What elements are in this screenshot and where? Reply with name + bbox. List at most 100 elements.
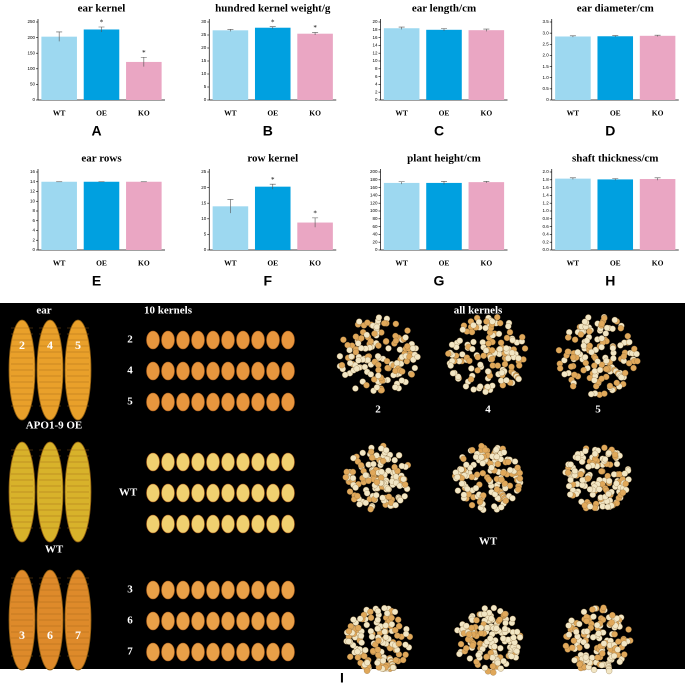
chart-title: row kernel [247,153,298,165]
kernel [266,392,280,412]
pile-kernel [611,652,618,660]
y-tick-label: 180 [370,177,378,182]
pile-label: 2 [375,404,381,416]
kernel [251,580,265,600]
pile-kernel [503,377,510,384]
pile-kernel [496,345,503,353]
kernel [251,361,265,381]
pile-kernel [619,489,627,496]
pile-kernel [388,614,395,622]
error-bar [612,178,619,181]
pile-kernel [630,364,637,372]
y-tick-label: 20 [201,185,207,190]
pile-kernel [503,334,511,342]
y-tick-label: 20 [372,239,378,244]
bar [83,29,120,101]
y-tick-label: 20 [201,45,207,50]
pile-kernel [516,362,523,369]
pile-kernel [598,468,605,475]
pile-kernel [375,651,382,659]
kernel [221,642,235,662]
pile-kernel [594,654,601,661]
pile-kernel [584,475,592,482]
y-tick-label: 2.5 [542,41,549,46]
y-tick-label: 3.0 [542,30,549,35]
y-tick-label: 1.8 [542,177,549,182]
error-bar [312,217,319,228]
bar [254,27,291,100]
row-label: 5 [127,396,133,408]
panel-label: G [434,273,445,289]
pile-kernel [392,501,399,509]
x-tick-label: KO [652,259,664,268]
bar [383,28,420,101]
kernel [161,642,175,662]
kernel [191,392,205,412]
kernel [146,452,160,472]
pile-kernel [477,383,484,390]
error-bar [441,28,447,31]
pile-kernel [357,615,364,622]
pile-kernel [586,342,593,349]
chart-title: plant height/cm [407,153,481,165]
y-tick-label: 0.4 [542,232,549,237]
pile-kernel [521,345,529,352]
chart-title: ear diameter/cm [577,3,654,15]
pile-kernel [500,469,507,476]
pile-kernel [596,486,603,493]
bar [555,36,591,100]
row-label: 3 [127,584,133,596]
pile-kernel [495,330,503,338]
kernel [266,642,280,662]
ear-label: 6 [47,628,53,642]
kernel [176,580,190,600]
ear-label: 2 [19,338,25,352]
pile-kernel [374,659,381,667]
pile-kernel [370,460,377,468]
bar [83,181,120,250]
row-label: 4 [127,365,133,377]
pile-kernel [564,469,572,476]
kernel [236,514,250,534]
pile-kernel [574,349,581,356]
pile-kernel [466,357,473,365]
pile-kernel [357,462,365,469]
x-tick-label: OE [439,109,450,118]
pile-kernel [565,631,573,638]
pile-kernel [399,368,406,375]
pile-kernel [384,485,392,493]
kernel [251,392,265,412]
pile-kernel [497,608,504,615]
pile-kernel [459,351,466,358]
x-tick-label: WT [224,259,237,268]
x-tick-label: WT [53,259,66,268]
pile-kernel [614,646,621,653]
pile-kernel [633,350,640,358]
pile-kernel [378,468,385,476]
pile-kernel [582,447,589,455]
kernel [236,452,250,472]
pile-kernel [509,336,516,344]
pile-kernel [396,346,404,353]
error-bar [398,26,405,30]
pile-kernel [448,341,456,348]
y-tick-label: 14 [30,179,36,184]
pile-kernel [611,316,618,324]
kernel [176,483,190,503]
y-tick-label: 20 [372,19,378,24]
chart-title: ear kernel [78,3,126,15]
bar [41,36,77,100]
pile-kernel [564,334,572,341]
y-tick-label: 0 [375,247,378,252]
pile-kernel [569,644,576,651]
panel-label: B [263,123,273,139]
kernel [281,514,295,534]
pile-kernel [583,628,591,635]
y-tick-label: 16 [30,169,36,174]
pile-kernel [385,345,392,352]
pile-kernel [601,444,608,451]
pile-kernel [468,328,476,336]
error-bar [569,35,576,38]
x-tick-label: OE [267,259,278,268]
kernel [236,330,250,350]
